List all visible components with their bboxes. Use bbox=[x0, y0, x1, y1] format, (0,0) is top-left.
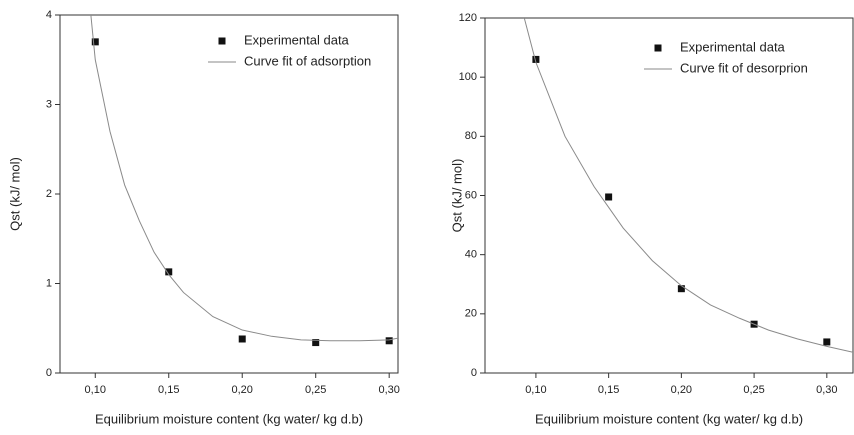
data-point bbox=[165, 268, 173, 276]
data-point bbox=[238, 335, 246, 343]
legend-marker bbox=[654, 44, 662, 52]
y-tick-label: 100 bbox=[459, 71, 477, 83]
x-tick-label: 0,25 bbox=[743, 384, 764, 396]
legend-label: Experimental data bbox=[244, 32, 350, 47]
y-tick-label: 3 bbox=[46, 98, 52, 110]
plot-frame bbox=[59, 14, 399, 374]
data-point bbox=[677, 285, 685, 293]
data-point bbox=[823, 338, 831, 346]
plot: 0 20 40 60 80 100 120 0,10 0,15 0,20 0,25 0,30 Equil… bbox=[449, 12, 854, 426]
x-tick-label: 0,25 bbox=[305, 384, 326, 396]
y-tick-label: 4 bbox=[46, 9, 52, 21]
legend-label: Curve fit of desorprion bbox=[680, 60, 808, 75]
x-tick-label: 0,10 bbox=[525, 384, 546, 396]
y-tick-label: 1 bbox=[46, 277, 52, 289]
fit-curve bbox=[523, 18, 853, 353]
y-tick-label: 80 bbox=[465, 130, 477, 142]
y-tick-label: 20 bbox=[465, 308, 477, 320]
x-tick-label: 0,10 bbox=[85, 384, 106, 396]
data-point bbox=[532, 55, 540, 63]
y-tick-label: 0 bbox=[46, 367, 52, 379]
y-tick-label: 40 bbox=[465, 249, 477, 261]
x-tick-label: 0,15 bbox=[158, 384, 179, 396]
x-tick-label: 0,20 bbox=[671, 384, 692, 396]
y-tick-label: 120 bbox=[459, 12, 477, 24]
x-tick-label: 0,30 bbox=[378, 384, 399, 396]
legend-label: Experimental data bbox=[680, 39, 786, 54]
data-point bbox=[385, 337, 393, 345]
legend-label: Curve fit of adsorption bbox=[244, 53, 371, 68]
legend-marker bbox=[218, 37, 226, 45]
y-tick-label: 0 bbox=[471, 367, 477, 379]
x-tick-label: 0,15 bbox=[598, 384, 619, 396]
plot: 0 1 2 3 4 0,10 0,15 0,20 0,25 0,30 Equilibrium moi… bbox=[7, 9, 399, 427]
y-tick-label: 60 bbox=[465, 189, 477, 201]
x-tick-label: 0,20 bbox=[232, 384, 253, 396]
data-point bbox=[312, 339, 320, 347]
x-tick-label: 0,30 bbox=[816, 384, 837, 396]
x-axis-title: Equilibrium moisture content (kg water/ … bbox=[535, 411, 803, 426]
y-axis-title: Qst (kJ/ mol) bbox=[449, 159, 464, 233]
x-axis-title: Equilibrium moisture content (kg water/ … bbox=[95, 411, 363, 426]
data-point bbox=[605, 193, 613, 201]
fit-curve bbox=[90, 15, 398, 342]
y-axis-title: Qst (kJ/ mol) bbox=[7, 157, 22, 231]
y-tick-label: 2 bbox=[46, 188, 52, 200]
data-point bbox=[91, 38, 99, 46]
